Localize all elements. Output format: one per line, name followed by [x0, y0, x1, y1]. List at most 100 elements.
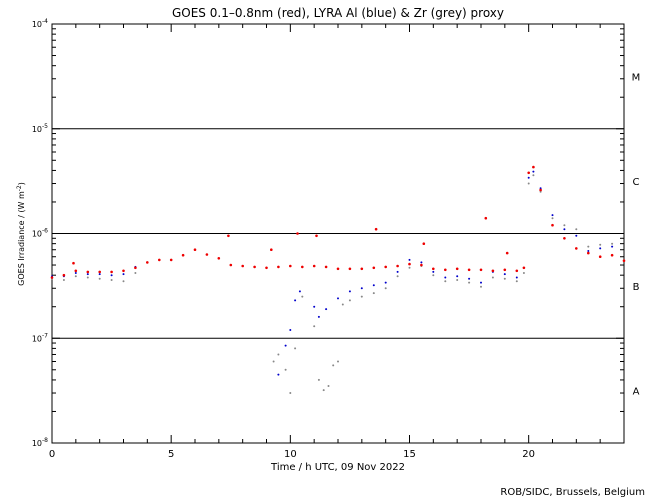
data-point [598, 255, 602, 258]
series-goes-0-1-0-8nm [50, 165, 626, 279]
data-point [491, 269, 495, 273]
data-point [539, 190, 542, 193]
data-point [611, 245, 614, 248]
data-point [599, 243, 602, 246]
data-point [432, 267, 435, 271]
data-point [301, 265, 304, 269]
data-point [480, 281, 482, 284]
data-point [110, 274, 113, 277]
data-point [98, 273, 101, 276]
data-point [277, 353, 280, 356]
data-point [587, 245, 590, 248]
data-point [289, 264, 292, 268]
data-point [169, 258, 173, 262]
data-point [503, 268, 507, 272]
data-point [455, 267, 459, 271]
data-point [622, 259, 626, 263]
data-point [539, 188, 542, 192]
data-point [217, 257, 221, 260]
data-point [348, 290, 351, 293]
data-point [313, 305, 316, 308]
flare-class-label: M [632, 72, 641, 83]
y-tick-label: 10-7 [32, 332, 48, 343]
data-point [158, 258, 161, 262]
data-point [317, 315, 320, 318]
chart-title: GOES 0.1–0.8nm (red), LYRA Al (blue) & Z… [172, 6, 504, 20]
data-point [205, 253, 209, 256]
data-point [313, 325, 316, 328]
data-point [432, 274, 435, 277]
data-point [325, 308, 328, 311]
data-point [62, 273, 66, 277]
x-tick-label: 15 [403, 449, 416, 460]
data-point [563, 228, 566, 231]
data-point [122, 269, 125, 273]
x-tick-label: 20 [522, 449, 535, 460]
data-point [332, 364, 335, 367]
data-point [98, 277, 101, 280]
data-point [50, 276, 54, 279]
data-point [336, 267, 340, 271]
data-point [298, 290, 301, 293]
data-point [110, 279, 113, 281]
data-point [315, 234, 318, 238]
data-point [479, 268, 483, 272]
data-point [372, 284, 375, 287]
data-point [551, 223, 554, 227]
data-point [610, 253, 614, 257]
data-point [284, 368, 287, 371]
data-series [50, 165, 626, 394]
data-point [422, 242, 426, 245]
data-point [563, 237, 566, 240]
data-point [587, 251, 590, 255]
data-point [122, 280, 125, 283]
data-point [420, 263, 423, 267]
data-point [532, 174, 535, 177]
data-point [575, 228, 578, 231]
data-point [284, 344, 287, 347]
credit-text: ROB/SIDC, Brussels, Belgium [500, 487, 645, 498]
data-point [384, 281, 387, 284]
data-point [372, 266, 376, 270]
data-point [468, 281, 471, 284]
data-point [551, 217, 554, 220]
data-point [74, 269, 78, 273]
y-axis-label: GOES Irradiance / (W m-2) [16, 182, 26, 286]
data-point [193, 248, 197, 251]
data-point [456, 275, 459, 278]
data-point [408, 266, 411, 269]
data-point [86, 270, 90, 274]
data-point [587, 250, 590, 252]
data-point [110, 270, 113, 274]
data-point [532, 170, 535, 173]
y-tick-label: 10-4 [32, 18, 48, 29]
data-point [327, 385, 330, 387]
data-point [301, 295, 304, 298]
data-point [396, 264, 399, 268]
flare-class-label: A [633, 387, 640, 398]
data-point [611, 242, 614, 245]
data-point [289, 392, 292, 394]
data-point [360, 295, 363, 298]
data-point [563, 224, 566, 227]
data-point [272, 360, 275, 363]
axes: 10-8 10-7 10-6 10-5 10-4 0 5 10 15 20 A B C M [32, 18, 640, 460]
data-point [72, 261, 75, 265]
data-point [408, 262, 411, 266]
data-point [360, 267, 364, 271]
data-point [322, 389, 325, 392]
data-point [532, 165, 535, 169]
flare-class-label: C [633, 177, 640, 188]
data-point [527, 171, 530, 175]
data-point [348, 267, 352, 271]
y-tick-label: 10-5 [32, 123, 48, 134]
data-point [348, 299, 351, 302]
data-point [294, 299, 297, 302]
data-point [296, 232, 299, 235]
data-point [122, 273, 125, 276]
data-point [265, 266, 268, 270]
data-point [384, 265, 388, 269]
data-point [515, 276, 518, 279]
series-lyra-al [51, 170, 614, 376]
